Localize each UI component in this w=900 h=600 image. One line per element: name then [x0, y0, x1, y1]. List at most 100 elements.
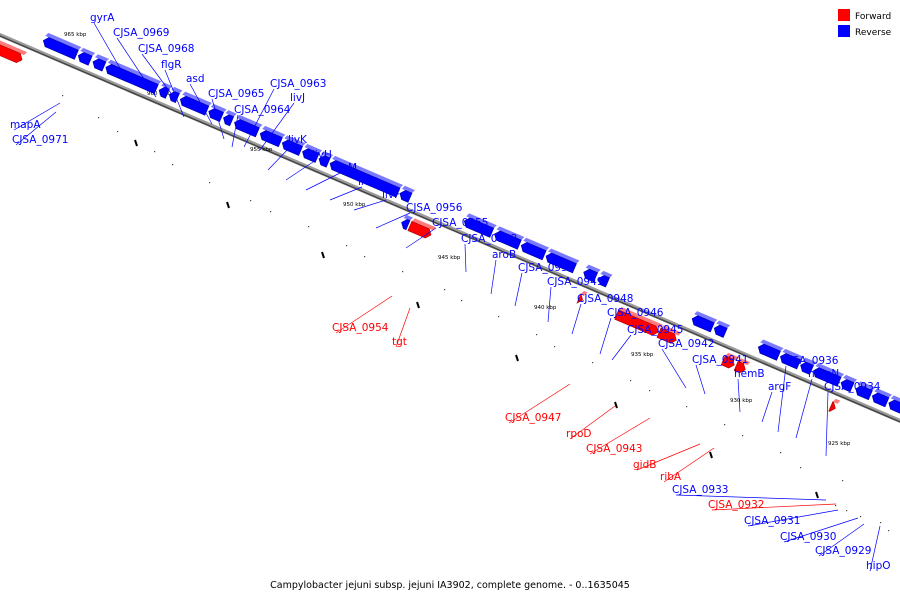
gene-label-group: hemB — [734, 368, 765, 413]
frame-dot — [649, 390, 651, 392]
gene-label: CJSA_0943 — [586, 443, 642, 455]
frame-dot — [62, 95, 64, 97]
gene-leader-line — [305, 172, 341, 191]
gene-leader-line — [211, 98, 225, 140]
frame-dot — [724, 424, 726, 426]
gene-label-group: CJSA_0956 — [375, 202, 463, 229]
gene-label: CJSA_0952 — [461, 233, 517, 245]
gene-label: CJSA_0955 — [432, 217, 488, 229]
gene-label-group: livM — [305, 162, 357, 191]
frame-dot — [270, 211, 272, 213]
gene-feature — [576, 290, 588, 304]
frame-dot — [860, 516, 862, 518]
gene-label-group: argF — [761, 381, 791, 423]
gene-feature-top — [225, 110, 237, 117]
gene-feature-body — [520, 242, 547, 261]
gene-label-group: CJSA_0943 — [586, 417, 651, 455]
gene-feature-body — [329, 160, 401, 198]
gene-label-group: livG — [329, 176, 378, 201]
gene-leader-line — [395, 307, 411, 348]
gene-feature — [888, 395, 900, 414]
gene-label: argF — [768, 381, 791, 393]
gene-label-group: gidB — [633, 443, 701, 471]
gene-label-group: CJSA_0941 — [692, 354, 748, 395]
gene-label: CJSA_0933 — [672, 484, 728, 496]
gene-leader-line — [599, 317, 612, 355]
gene-label-group: CJSA_0933 — [672, 484, 827, 501]
gene-label-group: flgR — [161, 59, 185, 118]
gene-feature-top — [210, 103, 227, 113]
gene-label-group: CJSA_0965 — [208, 88, 264, 140]
gene-label: CJSA_0936 — [782, 355, 839, 367]
gene-feature-body — [92, 58, 107, 72]
gene-feature-body — [223, 114, 235, 127]
gene-feature-body — [0, 44, 23, 64]
gene-label: CJSA_0950 — [518, 262, 574, 274]
gene-label: CJSA_0942 — [658, 338, 714, 350]
scale-label: 965 kbp — [64, 32, 87, 38]
scale-label: 955 kbp — [250, 147, 273, 153]
gene-label: asd — [186, 73, 205, 85]
gene-leader-line — [818, 523, 865, 557]
gene-feature-body — [757, 343, 781, 361]
gene-leader-line — [189, 83, 213, 125]
scale-label: 945 kbp — [438, 255, 461, 261]
scale-label: 935 kbp — [631, 352, 654, 358]
gene-label: CJSA_0965 — [208, 88, 264, 100]
legend: Forward Reverse — [838, 9, 892, 38]
frame-dot — [835, 505, 837, 507]
scale-label: 950 kbp — [343, 202, 366, 208]
gene-feature — [302, 144, 323, 163]
gene-label: livG — [358, 176, 378, 188]
gene-feature-body — [463, 217, 495, 238]
gene-feature-top — [760, 339, 784, 352]
gene-label-group: CJSA_0954 — [332, 295, 393, 334]
frame-dot — [98, 117, 100, 119]
scale-label: 925 kbp — [828, 441, 851, 447]
gene-label: ribA — [660, 471, 682, 483]
gene-feature-body — [840, 379, 855, 393]
gene-feature-body — [545, 252, 577, 274]
frame-mark — [321, 251, 325, 259]
gene-leader-line — [695, 364, 706, 395]
gene-label: hemN — [808, 368, 839, 380]
gene-feature-body — [656, 327, 677, 344]
gene-feature — [463, 213, 497, 238]
gene-feature-top — [725, 352, 740, 361]
gene-label: livF — [382, 189, 400, 201]
gene-feature — [0, 40, 28, 64]
gene-label: CJSA_0947 — [505, 412, 561, 424]
gene-leader-line — [231, 114, 239, 148]
gene-label: CJSA_0971 — [12, 134, 68, 146]
scale-label: 940 kbp — [534, 305, 557, 311]
frame-dot — [117, 131, 119, 133]
gene-tracks — [0, 32, 900, 414]
frame-dot — [209, 182, 211, 184]
gene-feature-body — [828, 401, 836, 412]
gene-leader-line — [335, 295, 393, 334]
gene-label: CJSA_0949 — [547, 276, 603, 288]
gene-leader-line — [737, 378, 741, 413]
gene-feature — [583, 264, 601, 283]
gene-feature — [780, 348, 804, 370]
gene-feature — [42, 32, 82, 60]
gene-feature-top — [320, 151, 334, 159]
frame-dot — [461, 300, 463, 302]
gene-feature-top — [107, 59, 162, 85]
gene-label-group: CJSA_0955 — [405, 217, 488, 249]
gene-feature-body — [158, 86, 170, 99]
gene-feature — [399, 185, 415, 203]
gene-leader-line — [329, 186, 363, 201]
gene-leader-line — [267, 144, 293, 171]
gene-leader-line — [508, 383, 571, 424]
gene-feature-top — [466, 213, 497, 229]
gene-feature-body — [800, 361, 814, 375]
gene-feature-body — [318, 155, 331, 168]
gene-leader-line — [569, 405, 616, 440]
gene-feature — [598, 270, 613, 288]
gene-label-group: tgt — [392, 307, 411, 348]
frame-dot — [308, 226, 310, 228]
gene-feature-body — [208, 108, 224, 122]
scale-label: 960 kbp — [147, 91, 170, 97]
gene-label: CJSA_0956 — [406, 202, 463, 214]
